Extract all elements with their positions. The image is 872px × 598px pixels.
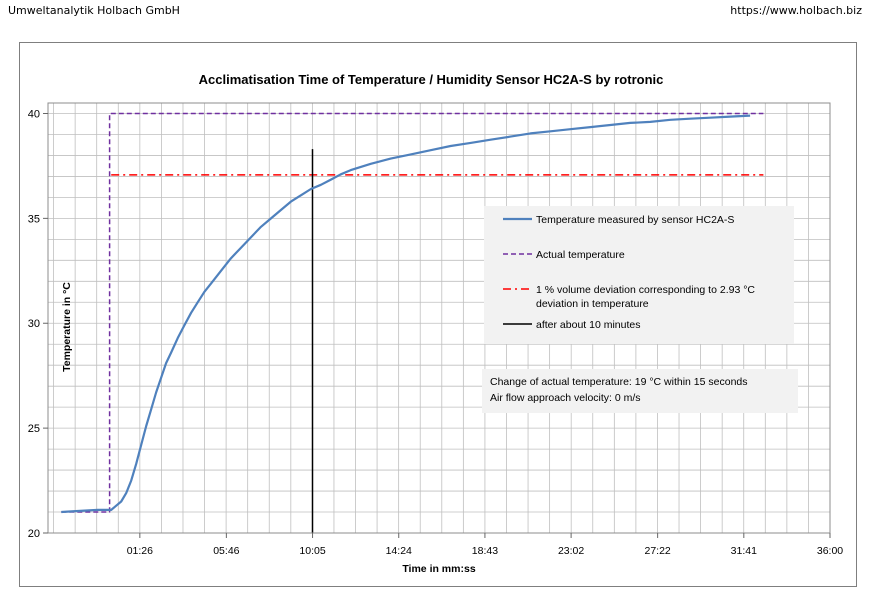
x-tick-label: 05:46	[213, 545, 239, 557]
y-tick-label: 25	[28, 423, 40, 435]
y-tick-label: 40	[28, 108, 40, 120]
y-tick-label: 20	[28, 528, 40, 540]
legend-label-2: deviation in temperature	[536, 298, 649, 310]
note-line-1: Air flow approach velocity: 0 m/s	[490, 392, 641, 404]
x-tick-label: 27:22	[644, 545, 670, 557]
x-tick-label: 14:24	[386, 545, 412, 557]
x-tick-label: 01:26	[127, 545, 153, 557]
legend: Temperature measured by sensor HC2A-S Act…	[484, 206, 794, 344]
y-tick-label: 30	[28, 318, 40, 330]
company-url[interactable]: https://www.holbach.biz	[730, 4, 862, 17]
y-axis-label: Temperature in °C	[61, 282, 73, 372]
x-tick-label: 36:00	[817, 545, 843, 557]
series-line-1	[61, 112, 764, 513]
legend-label-1: Actual temperature	[536, 249, 625, 261]
legend-label-3: after about 10 minutes	[536, 319, 640, 331]
legend-box	[484, 206, 794, 344]
x-tick-label: 23:02	[558, 545, 584, 557]
y-tick-label: 35	[28, 213, 40, 225]
company-name: Umweltanalytik Holbach GmbH	[8, 4, 180, 17]
x-tick-label: 31:41	[731, 545, 757, 557]
series-layer	[61, 112, 764, 533]
note-box: Change of actual temperature: 19 °C with…	[482, 369, 798, 413]
plot-area	[47, 102, 831, 534]
x-tick-label: 18:43	[472, 545, 498, 557]
chart-title: Acclimatisation Time of Temperature / Hu…	[199, 72, 664, 87]
x-tick-label: 10:05	[299, 545, 325, 557]
legend-label-0: Temperature measured by sensor HC2A-S	[536, 214, 734, 226]
note-background	[482, 369, 798, 413]
axes: 20 25 30 35 40 01:26 05:46 10:05 14:24 18:43 23:02…	[28, 102, 843, 557]
note-line-0: Change of actual temperature: 19 °C with…	[490, 376, 748, 388]
series-line-0	[61, 114, 751, 514]
x-axis-label: Time in mm:ss	[402, 563, 475, 575]
legend-label-2: 1 % volume deviation corresponding to 2.…	[536, 284, 755, 296]
